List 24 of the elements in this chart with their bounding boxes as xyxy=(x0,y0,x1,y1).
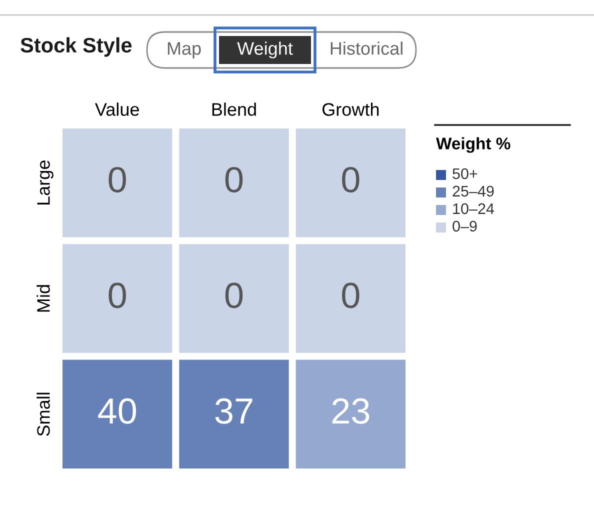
chart-title: Stock Style xyxy=(20,37,132,57)
x-tick-label: Blend xyxy=(212,102,256,116)
text: 10–24 xyxy=(453,203,494,214)
y-tick-label: Large xyxy=(37,160,54,204)
data-label: 0 xyxy=(225,166,243,193)
data-label: 0 xyxy=(342,166,360,193)
x-tick-label: Value xyxy=(94,102,139,116)
data-label: 23 xyxy=(332,398,370,424)
text: Map xyxy=(168,42,201,58)
text: 50+ xyxy=(452,168,478,180)
text: 0–9 xyxy=(452,220,477,232)
y-tick-label: Small xyxy=(36,392,50,436)
text: Weight xyxy=(237,42,293,58)
y-tick-label: Mid xyxy=(36,285,50,312)
legend-title: Weight % xyxy=(436,137,510,153)
x-tick-label: Growth xyxy=(322,102,379,116)
data-label: 37 xyxy=(215,398,252,424)
data-label: 0 xyxy=(225,282,243,308)
data-label: 40 xyxy=(98,398,136,424)
data-label: 0 xyxy=(342,282,360,308)
data-label: 0 xyxy=(108,282,126,308)
data-label: 0 xyxy=(108,166,126,193)
text: Historical xyxy=(330,42,402,55)
text: 25–49 xyxy=(452,186,494,197)
